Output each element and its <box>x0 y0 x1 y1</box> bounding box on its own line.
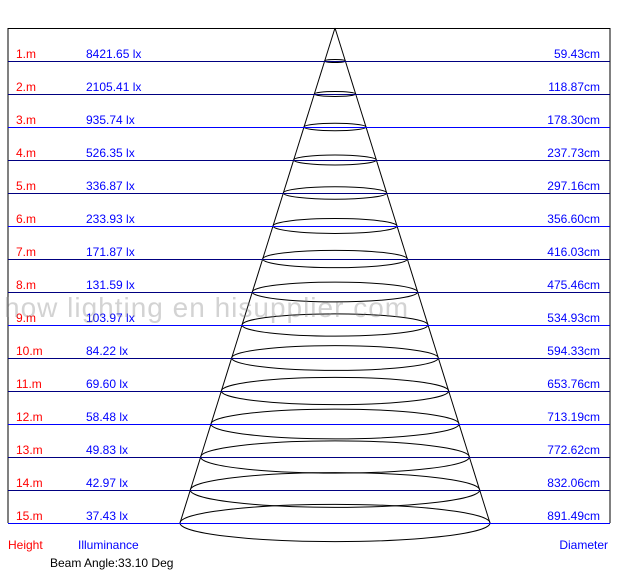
diameter-label: 772.62cm <box>547 443 600 457</box>
data-row: 13.m49.83 lx772.62cm <box>8 457 610 458</box>
data-row: 1.m8421.65 lx59.43cm <box>8 61 610 62</box>
diameter-label: 594.33cm <box>547 344 600 358</box>
illuminance-label: 58.48 lx <box>86 410 128 424</box>
height-label: 7.m <box>16 245 36 259</box>
height-label: 13.m <box>16 443 43 457</box>
diameter-label: 178.30cm <box>547 113 600 127</box>
diameter-label: 297.16cm <box>547 179 600 193</box>
diameter-label: 832.06cm <box>547 476 600 490</box>
data-row: 5.m336.87 lx297.16cm <box>8 193 610 194</box>
height-label: 6.m <box>16 212 36 226</box>
height-label: 15.m <box>16 509 43 523</box>
diameter-label: 891.49cm <box>547 509 600 523</box>
diameter-label: 59.43cm <box>554 47 600 61</box>
top-border <box>8 28 610 29</box>
illuminance-label: 131.59 lx <box>86 278 135 292</box>
diameter-label: 356.60cm <box>547 212 600 226</box>
illuminance-label: 84.22 lx <box>86 344 128 358</box>
data-row: 2.m2105.41 lx118.87cm <box>8 94 610 95</box>
height-label: 12.m <box>16 410 43 424</box>
beam-diagram-container: 1.m8421.65 lx59.43cm2.m2105.41 lx118.87c… <box>0 0 618 576</box>
beam-angle-label: Beam Angle:33.10 Deg <box>50 556 173 570</box>
illuminance-label: 2105.41 lx <box>86 80 141 94</box>
data-row: 3.m935.74 lx178.30cm <box>8 127 610 128</box>
diameter-label: 713.19cm <box>547 410 600 424</box>
height-label: 2.m <box>16 80 36 94</box>
data-row: 7.m171.87 lx416.03cm <box>8 259 610 260</box>
data-row: 11.m69.60 lx653.76cm <box>8 391 610 392</box>
data-row: 9.m103.97 lx534.93cm <box>8 325 610 326</box>
data-row: 12.m58.48 lx713.19cm <box>8 424 610 425</box>
diameter-label: 416.03cm <box>547 245 600 259</box>
diameter-label: 653.76cm <box>547 377 600 391</box>
header-diameter: Diameter <box>559 538 608 552</box>
height-label: 14.m <box>16 476 43 490</box>
illuminance-label: 171.87 lx <box>86 245 135 259</box>
illuminance-label: 935.74 lx <box>86 113 135 127</box>
data-row: 14.m42.97 lx832.06cm <box>8 490 610 491</box>
illuminance-label: 233.93 lx <box>86 212 135 226</box>
illuminance-label: 103.97 lx <box>86 311 135 325</box>
height-label: 10.m <box>16 344 43 358</box>
diameter-label: 534.93cm <box>547 311 600 325</box>
data-row: 8.m131.59 lx475.46cm <box>8 292 610 293</box>
diameter-label: 475.46cm <box>547 278 600 292</box>
header-illuminance: Illuminance <box>78 538 139 552</box>
illuminance-label: 8421.65 lx <box>86 47 141 61</box>
data-row: 15.m37.43 lx891.49cm <box>8 523 610 524</box>
illuminance-label: 526.35 lx <box>86 146 135 160</box>
height-label: 5.m <box>16 179 36 193</box>
illuminance-label: 42.97 lx <box>86 476 128 490</box>
illuminance-label: 69.60 lx <box>86 377 128 391</box>
height-label: 3.m <box>16 113 36 127</box>
illuminance-label: 37.43 lx <box>86 509 128 523</box>
data-row: 6.m233.93 lx356.60cm <box>8 226 610 227</box>
illuminance-label: 49.83 lx <box>86 443 128 457</box>
height-label: 4.m <box>16 146 36 160</box>
data-row: 4.m526.35 lx237.73cm <box>8 160 610 161</box>
diameter-label: 118.87cm <box>548 80 600 94</box>
height-label: 9.m <box>16 311 36 325</box>
height-label: 8.m <box>16 278 36 292</box>
data-row: 10.m84.22 lx594.33cm <box>8 358 610 359</box>
header-height: Height <box>8 538 43 552</box>
height-label: 1.m <box>16 47 36 61</box>
height-label: 11.m <box>16 377 42 391</box>
diameter-label: 237.73cm <box>547 146 600 160</box>
illuminance-label: 336.87 lx <box>86 179 135 193</box>
